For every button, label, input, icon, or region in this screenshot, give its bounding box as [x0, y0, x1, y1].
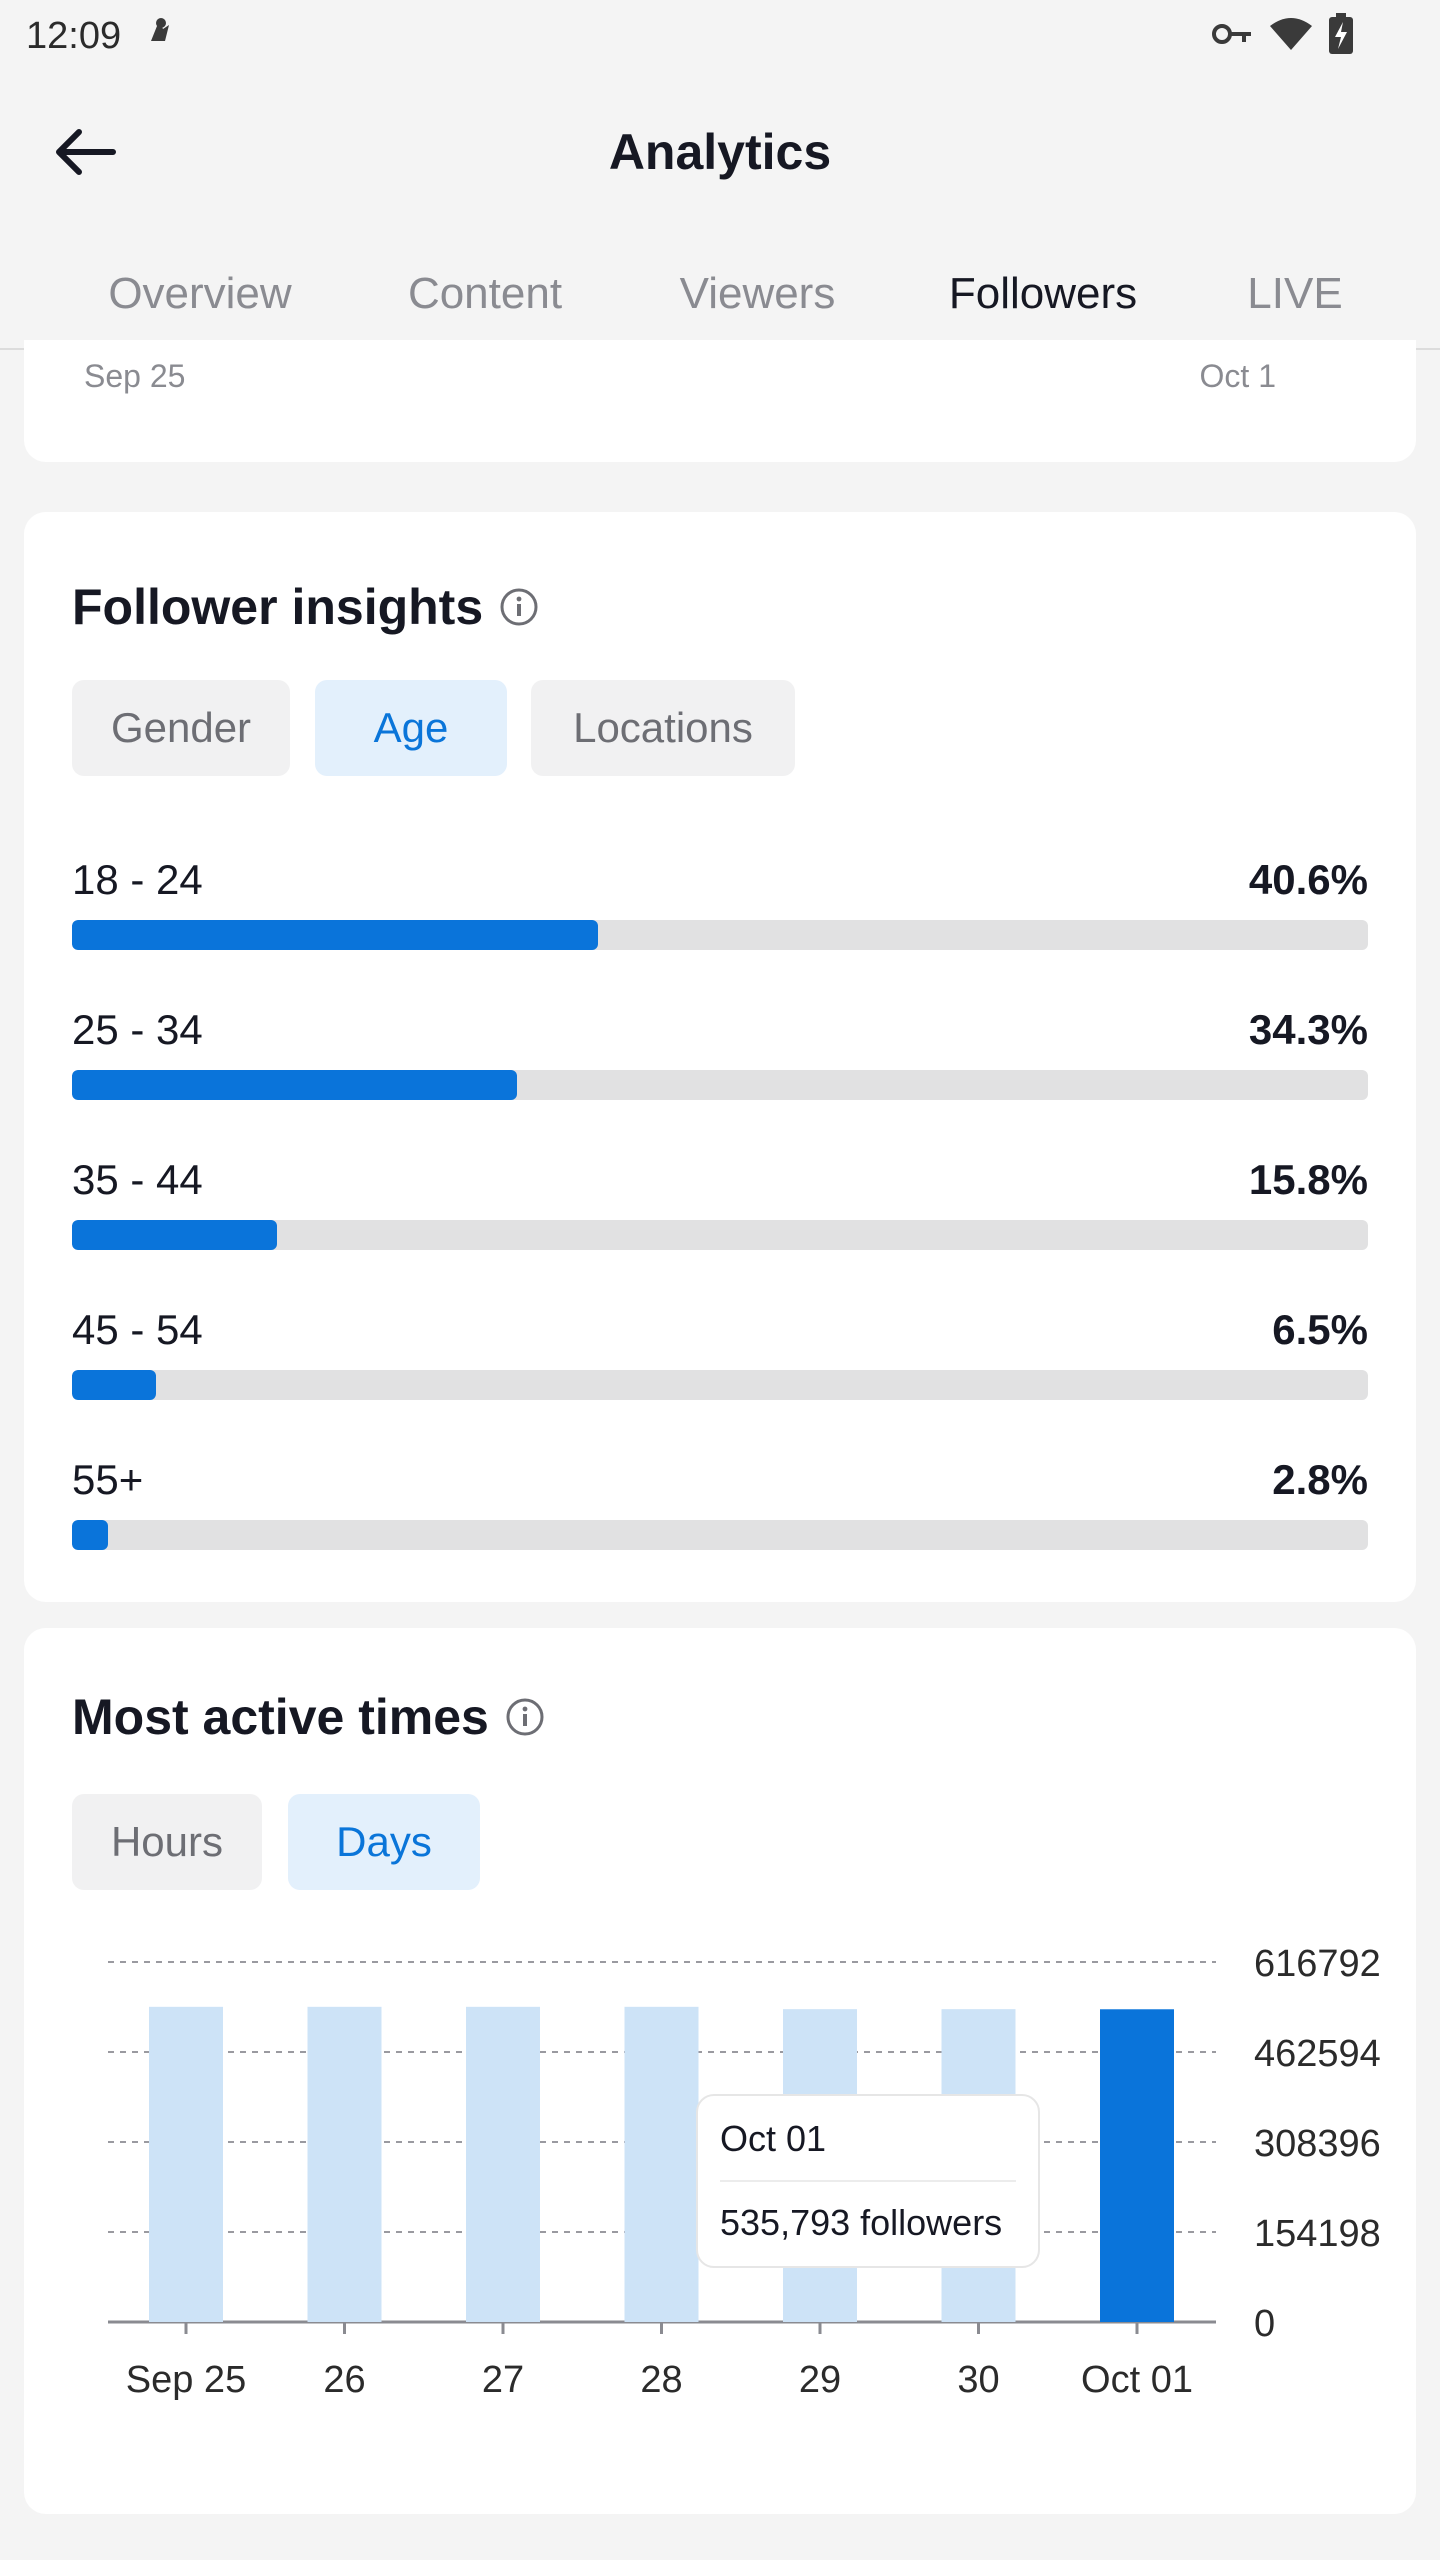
- bar-26[interactable]: [307, 2006, 382, 2322]
- tooltip-date: Oct 01: [720, 2118, 827, 2159]
- age-range-label: 35 - 44: [72, 1156, 203, 1203]
- age-percentage: 6.5%: [1272, 1306, 1368, 1353]
- most-active-times-title-text: Most active times: [72, 1689, 489, 1745]
- previous-chart-card: Sep 25 Oct 1: [24, 340, 1416, 462]
- wifi-icon: [1268, 16, 1314, 57]
- tab-live[interactable]: LIVE: [1247, 269, 1343, 318]
- age-percentage: 15.8%: [1248, 1156, 1368, 1203]
- age-row: 55+ 2.8%: [72, 1456, 1368, 1576]
- follower-insights-title-text: Follower insights: [72, 579, 484, 635]
- active-days-bar-chart: 616792 462594 308396 154198 0 Sep 25 26 27 28 29 3…: [108, 1943, 1381, 2401]
- vpn-key-icon: [1210, 19, 1254, 54]
- age-progress-track: [72, 1220, 1368, 1250]
- age-percentage: 40.6%: [1248, 856, 1368, 903]
- age-progress-fill: [72, 1370, 157, 1400]
- y-tick-label: 308396: [1254, 2123, 1381, 2165]
- info-icon[interactable]: [499, 587, 539, 627]
- most-active-times-title: Most active times: [72, 1688, 545, 1746]
- y-tick-label: 0: [1254, 2303, 1275, 2345]
- x-tick-label: Sep 25: [126, 2359, 246, 2401]
- chip-hours[interactable]: Hours: [72, 1794, 262, 1890]
- chip-gender[interactable]: Gender: [72, 680, 290, 776]
- x-tick-label: Oct 01: [1081, 2359, 1193, 2401]
- chip-locations[interactable]: Locations: [531, 680, 795, 776]
- x-tick-label: 29: [799, 2359, 841, 2401]
- chip-days[interactable]: Days: [288, 1794, 480, 1890]
- y-tick-label: 154198: [1254, 2213, 1381, 2255]
- info-icon[interactable]: [505, 1697, 545, 1737]
- status-time: 12:09: [26, 14, 122, 57]
- status-bar: 12:09: [0, 0, 1440, 72]
- age-row: 25 - 34 34.3%: [72, 1006, 1368, 1126]
- y-tick-label: 616792: [1254, 1943, 1381, 1985]
- age-progress-fill: [72, 1220, 277, 1250]
- back-button[interactable]: [44, 117, 124, 187]
- age-percentage: 2.8%: [1272, 1456, 1368, 1503]
- follower-insights-title: Follower insights: [72, 578, 539, 636]
- app-header: Analytics: [0, 92, 1440, 212]
- range-start-label: Sep 25: [84, 358, 186, 394]
- age-progress-track: [72, 920, 1368, 950]
- age-progress-fill: [72, 1520, 109, 1550]
- age-range-label: 55+: [72, 1456, 144, 1503]
- age-row: 18 - 24 40.6%: [72, 856, 1368, 976]
- back-arrow-icon: [56, 129, 116, 175]
- tooltip-value: 535,793 followers: [720, 2202, 1003, 2243]
- follower-insights-card: Follower insights Gender Age Locations 1…: [24, 512, 1416, 1602]
- age-row: 45 - 54 6.5%: [72, 1306, 1368, 1426]
- tab-bar: Overview Content Viewers Followers LIVE: [0, 240, 1440, 350]
- tab-content[interactable]: Content: [407, 269, 563, 318]
- y-tick-label: 462594: [1254, 2033, 1381, 2075]
- x-tick-label: 28: [640, 2359, 682, 2401]
- age-percentage: 34.3%: [1248, 1006, 1368, 1053]
- age-progress-track: [72, 1520, 1368, 1550]
- x-tick-label: 27: [482, 2359, 524, 2401]
- age-range-label: 25 - 34: [72, 1006, 203, 1053]
- age-row: 35 - 44 15.8%: [72, 1156, 1368, 1276]
- bar-27[interactable]: [466, 2006, 540, 2322]
- age-range-label: 18 - 24: [72, 856, 203, 903]
- bar-28[interactable]: [624, 2006, 699, 2322]
- bar-oct-01[interactable]: [1100, 2009, 1174, 2322]
- tooltip-divider: [720, 2180, 1016, 2182]
- chart-tooltip: Oct 01 535,793 followers: [696, 2094, 1040, 2268]
- tab-overview[interactable]: Overview: [108, 269, 292, 318]
- range-end-label: Oct 1: [1199, 358, 1276, 394]
- age-progress-track: [72, 1370, 1368, 1400]
- chip-age[interactable]: Age: [315, 680, 507, 776]
- most-active-times-card: Most active times Hours Days 616792 46259…: [24, 1628, 1416, 2514]
- tab-viewers[interactable]: Viewers: [679, 269, 836, 318]
- age-progress-fill: [72, 920, 599, 950]
- x-tick-label: 30: [957, 2359, 999, 2401]
- age-range-label: 45 - 54: [72, 1306, 203, 1353]
- page-title: Analytics: [608, 124, 832, 180]
- tab-followers[interactable]: Followers: [948, 269, 1138, 318]
- bar-sep-25[interactable]: [149, 2006, 223, 2322]
- battery-charging-icon: [1328, 12, 1354, 60]
- age-progress-fill: [72, 1070, 517, 1100]
- notification-icon: [139, 11, 179, 61]
- age-progress-track: [72, 1070, 1368, 1100]
- x-tick-label: 26: [323, 2359, 365, 2401]
